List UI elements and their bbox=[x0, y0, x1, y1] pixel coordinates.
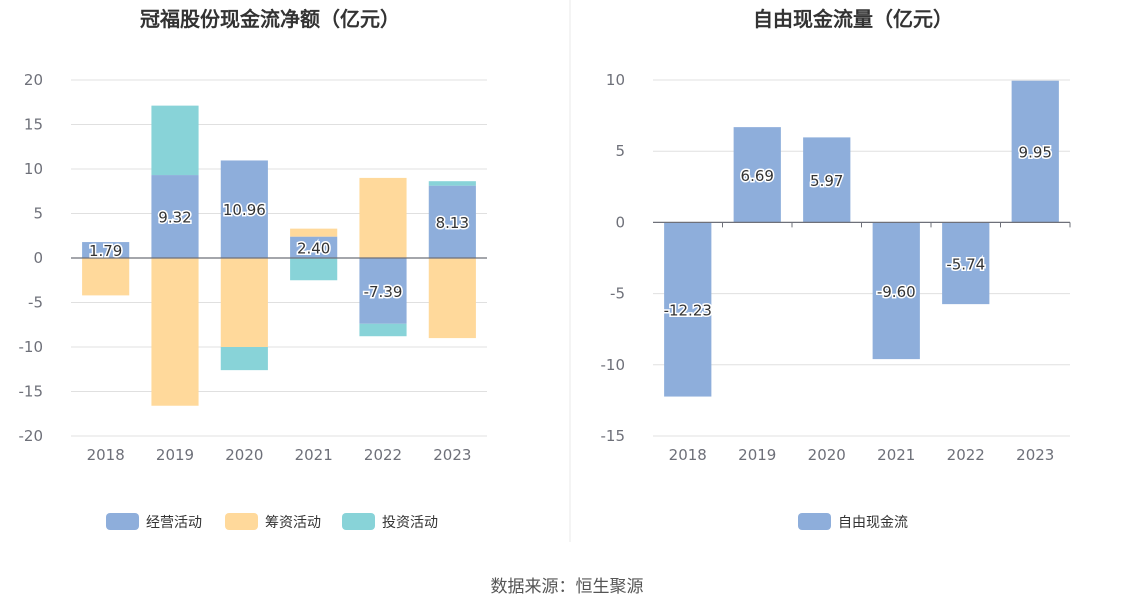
legend-item-operating[interactable]: 经营活动 bbox=[106, 513, 202, 531]
free-cash-flow-chart: 自由现金流量（亿元） 10 5 0 -5 -10 -15 2018 2019 2020 2021… bbox=[601, 7, 1071, 531]
data-label-2019: 9.32 bbox=[158, 209, 191, 227]
data-label-2021: -9.60 bbox=[877, 283, 916, 301]
legend-swatch-financing bbox=[225, 513, 258, 530]
y-tick-label: -10 bbox=[19, 338, 44, 356]
y-tick-label: 15 bbox=[24, 116, 43, 134]
bar-operating-2018[interactable] bbox=[82, 242, 130, 258]
grid-lines bbox=[653, 79, 1070, 437]
y-tick-label: -15 bbox=[601, 427, 626, 445]
y-axis-ticks: 20 15 10 5 0 -5 -10 -15 -20 bbox=[19, 71, 44, 445]
legend-swatch-investing bbox=[342, 513, 375, 530]
bar-operating-2022[interactable] bbox=[359, 258, 407, 324]
x-tick-label: 2023 bbox=[433, 446, 471, 464]
y-axis-ticks: 10 5 0 -5 -10 -15 bbox=[601, 71, 626, 445]
bar-operating-2019[interactable] bbox=[151, 175, 199, 258]
y-tick-label: 10 bbox=[24, 160, 43, 178]
y-tick-label: -5 bbox=[28, 294, 43, 312]
x-tick-label: 2023 bbox=[1016, 446, 1054, 464]
grid-lines bbox=[71, 79, 487, 437]
chart-title: 自由现金流量（亿元） bbox=[753, 7, 953, 31]
data-label-2020: 10.96 bbox=[223, 201, 266, 219]
data-label-2023: 9.95 bbox=[1019, 144, 1052, 162]
data-label-2022: -7.39 bbox=[364, 283, 403, 301]
x-tick-label: 2021 bbox=[877, 446, 915, 464]
y-tick-label: 5 bbox=[615, 142, 625, 160]
y-tick-label: 20 bbox=[24, 71, 43, 89]
y-tick-label: -15 bbox=[19, 383, 44, 401]
y-tick-label: 0 bbox=[33, 249, 43, 267]
y-tick-label: 0 bbox=[615, 213, 625, 231]
bar-investing-2021[interactable] bbox=[290, 258, 338, 281]
x-tick-label: 2018 bbox=[87, 446, 125, 464]
data-label-2023: 8.13 bbox=[436, 214, 469, 232]
y-tick-label: -5 bbox=[610, 285, 625, 303]
bar-free-cf-2023[interactable] bbox=[1011, 80, 1059, 223]
data-label-2022: -5.74 bbox=[946, 255, 985, 273]
bar-free-cf-2022[interactable] bbox=[942, 222, 990, 305]
bar-operating-2023[interactable] bbox=[428, 185, 476, 258]
bar-financing-2018[interactable] bbox=[82, 258, 130, 296]
bar-investing-2019[interactable] bbox=[151, 105, 199, 176]
bar-free-cf-2021[interactable] bbox=[872, 222, 920, 360]
x-tick-label: 2022 bbox=[364, 446, 402, 464]
bar-free-cf-2019[interactable] bbox=[733, 127, 781, 223]
legend-label-financing: 筹资活动 bbox=[265, 514, 321, 531]
y-tick-label: -10 bbox=[601, 356, 626, 374]
bar-financing-2020[interactable] bbox=[220, 258, 268, 347]
y-tick-label: 10 bbox=[606, 71, 625, 89]
data-label-2018: 1.79 bbox=[89, 242, 122, 260]
x-tick-label: 2018 bbox=[669, 446, 707, 464]
legend-item-investing[interactable]: 投资活动 bbox=[342, 513, 438, 531]
legend[interactable]: 自由现金流 bbox=[798, 513, 908, 531]
bar-financing-2023[interactable] bbox=[428, 258, 476, 339]
y-tick-label: 5 bbox=[33, 205, 43, 223]
x-tick-label: 2020 bbox=[808, 446, 846, 464]
x-axis-ticks: 2018 2019 2020 2021 2022 2023 bbox=[669, 222, 1071, 464]
bar-financing-2019[interactable] bbox=[151, 258, 199, 406]
bar-financing-2021[interactable] bbox=[290, 228, 338, 237]
legend-label-free-cash-flow: 自由现金流 bbox=[838, 515, 908, 531]
x-tick-label: 2019 bbox=[738, 446, 776, 464]
bar-investing-2023[interactable] bbox=[428, 181, 476, 186]
x-tick-label: 2021 bbox=[295, 446, 333, 464]
bar-free-cf-2020[interactable] bbox=[803, 137, 851, 223]
bar-free-cf-2018[interactable] bbox=[664, 222, 712, 397]
bars bbox=[664, 80, 1059, 397]
x-axis-ticks: 2018 2019 2020 2021 2022 2023 bbox=[87, 446, 472, 464]
bar-investing-2022[interactable] bbox=[359, 323, 407, 337]
x-tick-label: 2019 bbox=[156, 446, 194, 464]
data-labels: 1.79 9.32 10.96 2.40 -7.39 8.13 bbox=[87, 200, 470, 303]
data-label-2021: 2.40 bbox=[297, 239, 330, 257]
data-labels: -12.23 6.69 5.97 -9.60 -5.74 9.95 bbox=[662, 142, 1053, 321]
data-label-2019: 6.69 bbox=[741, 167, 774, 185]
source-note: 数据来源：恒生聚源 bbox=[491, 577, 644, 597]
legend-item-free-cash-flow[interactable]: 自由现金流 bbox=[798, 513, 908, 531]
data-label-2018: -12.23 bbox=[664, 301, 712, 319]
legend-item-financing[interactable]: 筹资活动 bbox=[225, 513, 321, 531]
legend-swatch-free-cash-flow bbox=[798, 513, 831, 530]
legend[interactable]: 经营活动 筹资活动 投资活动 bbox=[106, 513, 438, 531]
legend-swatch-operating bbox=[106, 513, 139, 530]
bar-operating-2021[interactable] bbox=[290, 236, 338, 258]
legend-label-operating: 经营活动 bbox=[146, 515, 202, 531]
y-tick-label: -20 bbox=[19, 427, 44, 445]
bar-operating-2020[interactable] bbox=[220, 160, 268, 258]
bars bbox=[82, 105, 476, 406]
x-tick-label: 2020 bbox=[225, 446, 263, 464]
x-tick-label: 2022 bbox=[947, 446, 985, 464]
bar-financing-2022[interactable] bbox=[359, 177, 407, 258]
chart-title: 冠福股份现金流净额（亿元） bbox=[140, 7, 400, 31]
bar-investing-2020[interactable] bbox=[220, 347, 268, 371]
legend-label-investing: 投资活动 bbox=[382, 515, 438, 531]
data-label-2020: 5.97 bbox=[810, 172, 843, 190]
